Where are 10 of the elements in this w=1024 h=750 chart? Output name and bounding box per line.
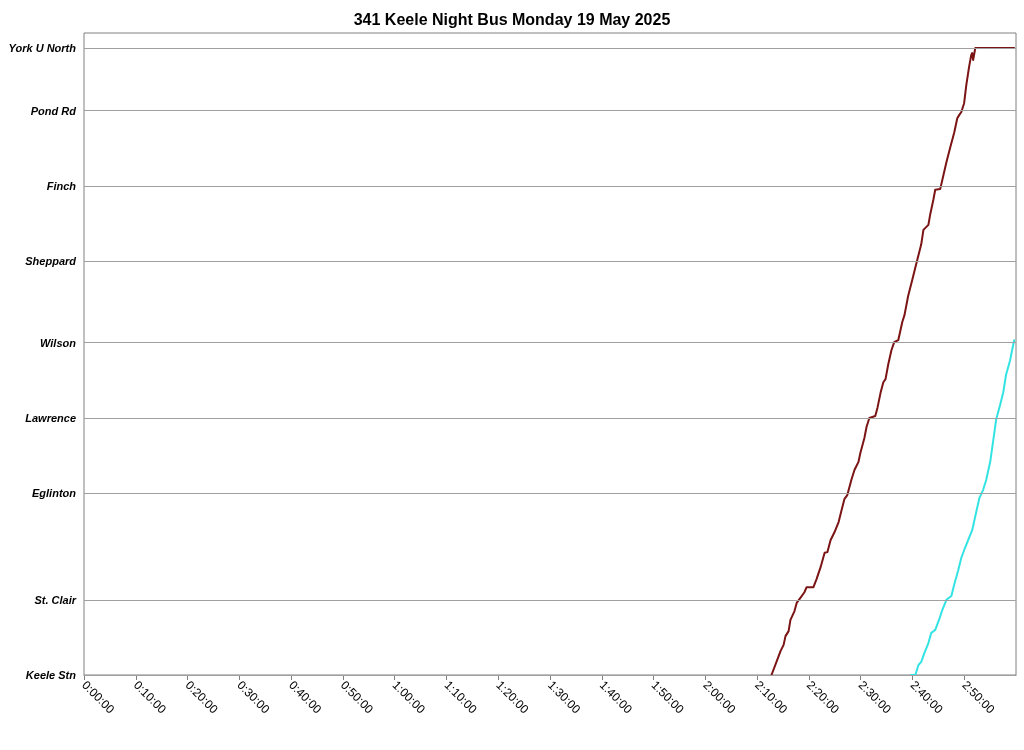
chart-title: 341 Keele Night Bus Monday 19 May 2025 (353, 10, 671, 28)
ref-line-label: Lawrence (25, 411, 76, 424)
ref-line-label: Eglinton (32, 487, 77, 500)
ref-line-label: Pond Rd (30, 104, 77, 117)
ref-line-label: Finch (46, 179, 77, 192)
ref-line-label: York U North (8, 42, 77, 55)
ref-line-label: Keele Stn (25, 669, 77, 681)
ref-line-label: Sheppard (25, 255, 77, 268)
ref-line-label: Wilson (40, 336, 77, 349)
ref-line-label: St. Clair (34, 593, 77, 606)
